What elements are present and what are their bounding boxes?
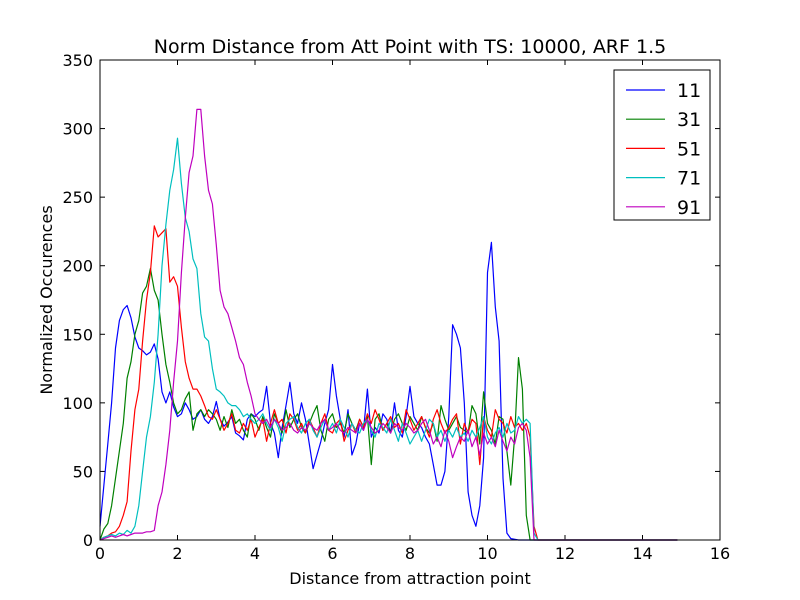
x-tick-label: 8 bbox=[405, 544, 415, 563]
y-tick-label: 200 bbox=[62, 257, 93, 276]
chart-title: Norm Distance from Att Point with TS: 10… bbox=[154, 36, 666, 58]
legend-box bbox=[613, 69, 711, 221]
y-tick-label: 50 bbox=[73, 462, 93, 481]
x-tick-label: 6 bbox=[327, 544, 337, 563]
x-tick-label: 16 bbox=[710, 544, 730, 563]
x-tick-label: 2 bbox=[172, 544, 182, 563]
y-tick-label: 250 bbox=[62, 188, 93, 207]
x-axis-label: Distance from attraction point bbox=[289, 569, 530, 588]
x-tick-label: 10 bbox=[477, 544, 497, 563]
x-tick-label: 12 bbox=[555, 544, 575, 563]
x-tick-label: 4 bbox=[250, 544, 260, 563]
tick-labels: 0 2 4 6 8 10 12 14 16 0 50 100 150 200 250 300 350 bbox=[62, 51, 730, 563]
legend-label: 11 bbox=[677, 80, 701, 102]
legend-label: 51 bbox=[677, 138, 701, 160]
y-tick-label: 350 bbox=[62, 51, 93, 70]
legend-label: 31 bbox=[677, 109, 701, 131]
series-line-71 bbox=[99, 137, 678, 541]
y-tick-label: 300 bbox=[62, 120, 93, 139]
y-tick-label: 100 bbox=[62, 394, 93, 413]
x-tick-label: 14 bbox=[632, 544, 652, 563]
x-tick-label: 0 bbox=[95, 544, 105, 563]
legend: 11 31 51 71 91 bbox=[613, 69, 711, 221]
y-axis-label: Normalized Occurences bbox=[37, 205, 56, 394]
legend-label: 71 bbox=[677, 168, 701, 190]
series-layer bbox=[99, 108, 678, 541]
y-tick-label: 150 bbox=[62, 325, 93, 344]
series-line-11 bbox=[99, 241, 678, 541]
legend-label: 91 bbox=[677, 197, 701, 219]
plot-frame bbox=[99, 59, 721, 541]
series-line-91 bbox=[99, 108, 678, 541]
y-tick-label: 0 bbox=[83, 531, 93, 550]
